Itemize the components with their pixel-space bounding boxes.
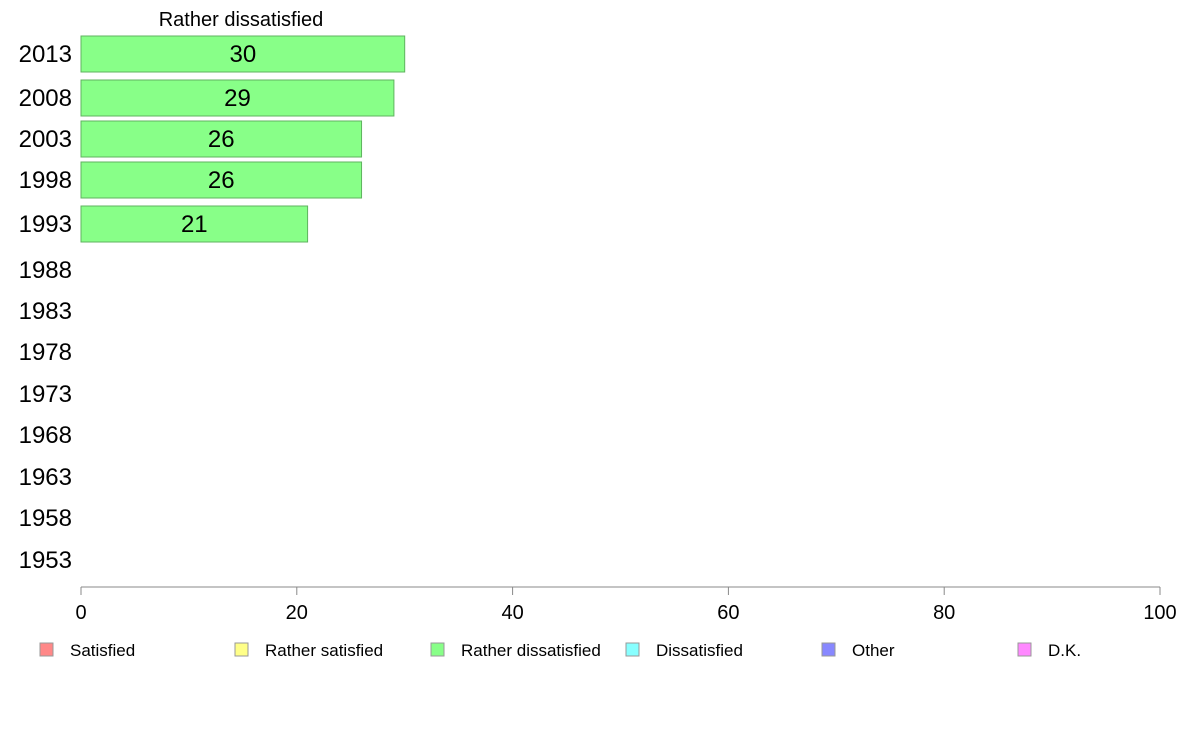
legend-swatch (821, 642, 836, 657)
legend-item: Rather satisfied (234, 641, 383, 660)
legend-swatch (625, 642, 640, 657)
bar (80, 120, 363, 158)
legend-label: Satisfied (70, 641, 135, 660)
y-tick-label: 1988 (19, 257, 72, 284)
legend-swatch (1017, 642, 1032, 657)
y-tick-label: 2008 (19, 85, 72, 112)
bar-value-label: 26 (208, 126, 235, 153)
y-tick-label: 1953 (19, 547, 72, 574)
bar (80, 161, 363, 199)
legend-item: Other (821, 641, 895, 660)
y-tick-label: 1993 (19, 211, 72, 238)
legend-label: Dissatisfied (656, 641, 743, 660)
bar (80, 35, 406, 73)
bar-value-label: 30 (229, 41, 256, 68)
bar-value-label: 29 (224, 85, 251, 112)
legend-item: Dissatisfied (625, 641, 743, 660)
x-axis: 0 20 40 60 80 100 (75, 586, 1177, 624)
legend-item: Rather dissatisfied (430, 641, 601, 660)
bar (80, 79, 395, 117)
x-tick-label: 20 (286, 602, 308, 624)
y-tick-label: 2003 (19, 126, 72, 153)
x-tick-label: 40 (501, 602, 523, 624)
y-tick-label: 1958 (19, 505, 72, 532)
y-axis-labels: 2013 2008 2003 1998 1993 1988 1983 1978 1973 1968… (19, 41, 72, 574)
legend-label: D.K. (1048, 641, 1081, 660)
y-tick-label: 1998 (19, 167, 72, 194)
x-tick-label: 60 (717, 602, 739, 624)
chart-title: Rather dissatisfied (159, 9, 324, 31)
legend-swatch (234, 642, 249, 657)
x-tick-label: 80 (933, 602, 955, 624)
bar-value-label: 26 (208, 167, 235, 194)
bar-value-label: 21 (181, 211, 208, 238)
y-tick-label: 1968 (19, 422, 72, 449)
legend-label: Other (852, 641, 895, 660)
y-tick-label: 1978 (19, 339, 72, 366)
x-tick-label: 0 (75, 602, 86, 624)
y-tick-label: 1983 (19, 298, 72, 325)
legend-item: D.K. (1017, 641, 1081, 660)
bar (80, 205, 309, 243)
y-tick-label: 2013 (19, 41, 72, 68)
x-tick-label: 100 (1143, 602, 1176, 624)
legend-label: Rather dissatisfied (461, 641, 601, 660)
y-tick-label: 1973 (19, 381, 72, 408)
y-tick-label: 1963 (19, 464, 72, 491)
legend-item: Satisfied (39, 641, 135, 660)
legend: Satisfied Rather satisfied Rather dissatis… (39, 641, 1081, 660)
legend-swatch (39, 642, 54, 657)
legend-label: Rather satisfied (265, 641, 383, 660)
legend-swatch (430, 642, 445, 657)
